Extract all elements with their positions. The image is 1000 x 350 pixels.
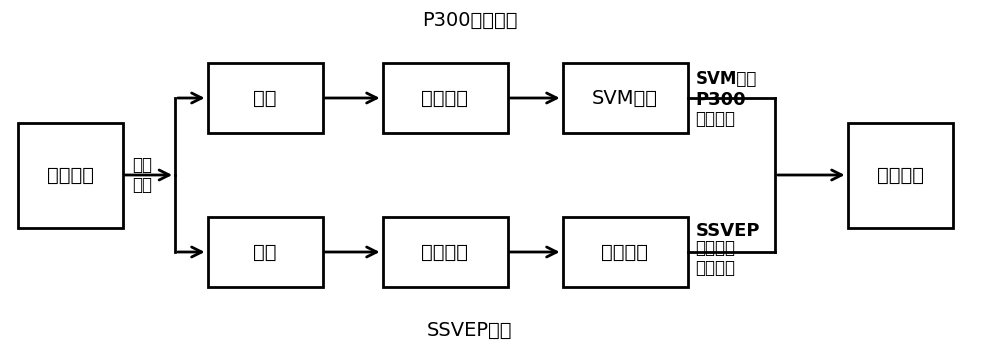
Text: P300: P300	[696, 91, 746, 109]
Text: 特征提取: 特征提取	[422, 89, 468, 107]
Bar	[18, 122, 122, 228]
Bar	[382, 63, 508, 133]
Text: 特征提取: 特征提取	[422, 243, 468, 261]
Text: 滤波: 滤波	[253, 89, 277, 107]
Text: 检测结果: 检测结果	[696, 239, 736, 258]
Text: SSVEP: SSVEP	[696, 222, 760, 240]
Bar	[208, 63, 322, 133]
Text: SVM分类: SVM分类	[592, 89, 658, 107]
Text: SSVEP检测: SSVEP检测	[427, 321, 513, 340]
Bar	[562, 63, 688, 133]
Text: P300电位检测: P300电位检测	[422, 10, 518, 29]
Bar	[562, 217, 688, 287]
Bar	[382, 217, 508, 287]
Text: 数据获取: 数据获取	[46, 166, 94, 184]
Text: 能量比率: 能量比率	[696, 259, 736, 277]
Text: 决策阶段: 决策阶段	[876, 166, 924, 184]
Text: 滤波: 滤波	[253, 243, 277, 261]
Text: 检测结果: 检测结果	[696, 110, 736, 128]
Text: 能量计算: 能量计算	[602, 243, 648, 261]
Bar	[208, 217, 322, 287]
Text: SVM分数: SVM分数	[696, 70, 757, 88]
Text: 脑电
信号: 脑电 信号	[132, 156, 152, 194]
Bar	[848, 122, 952, 228]
